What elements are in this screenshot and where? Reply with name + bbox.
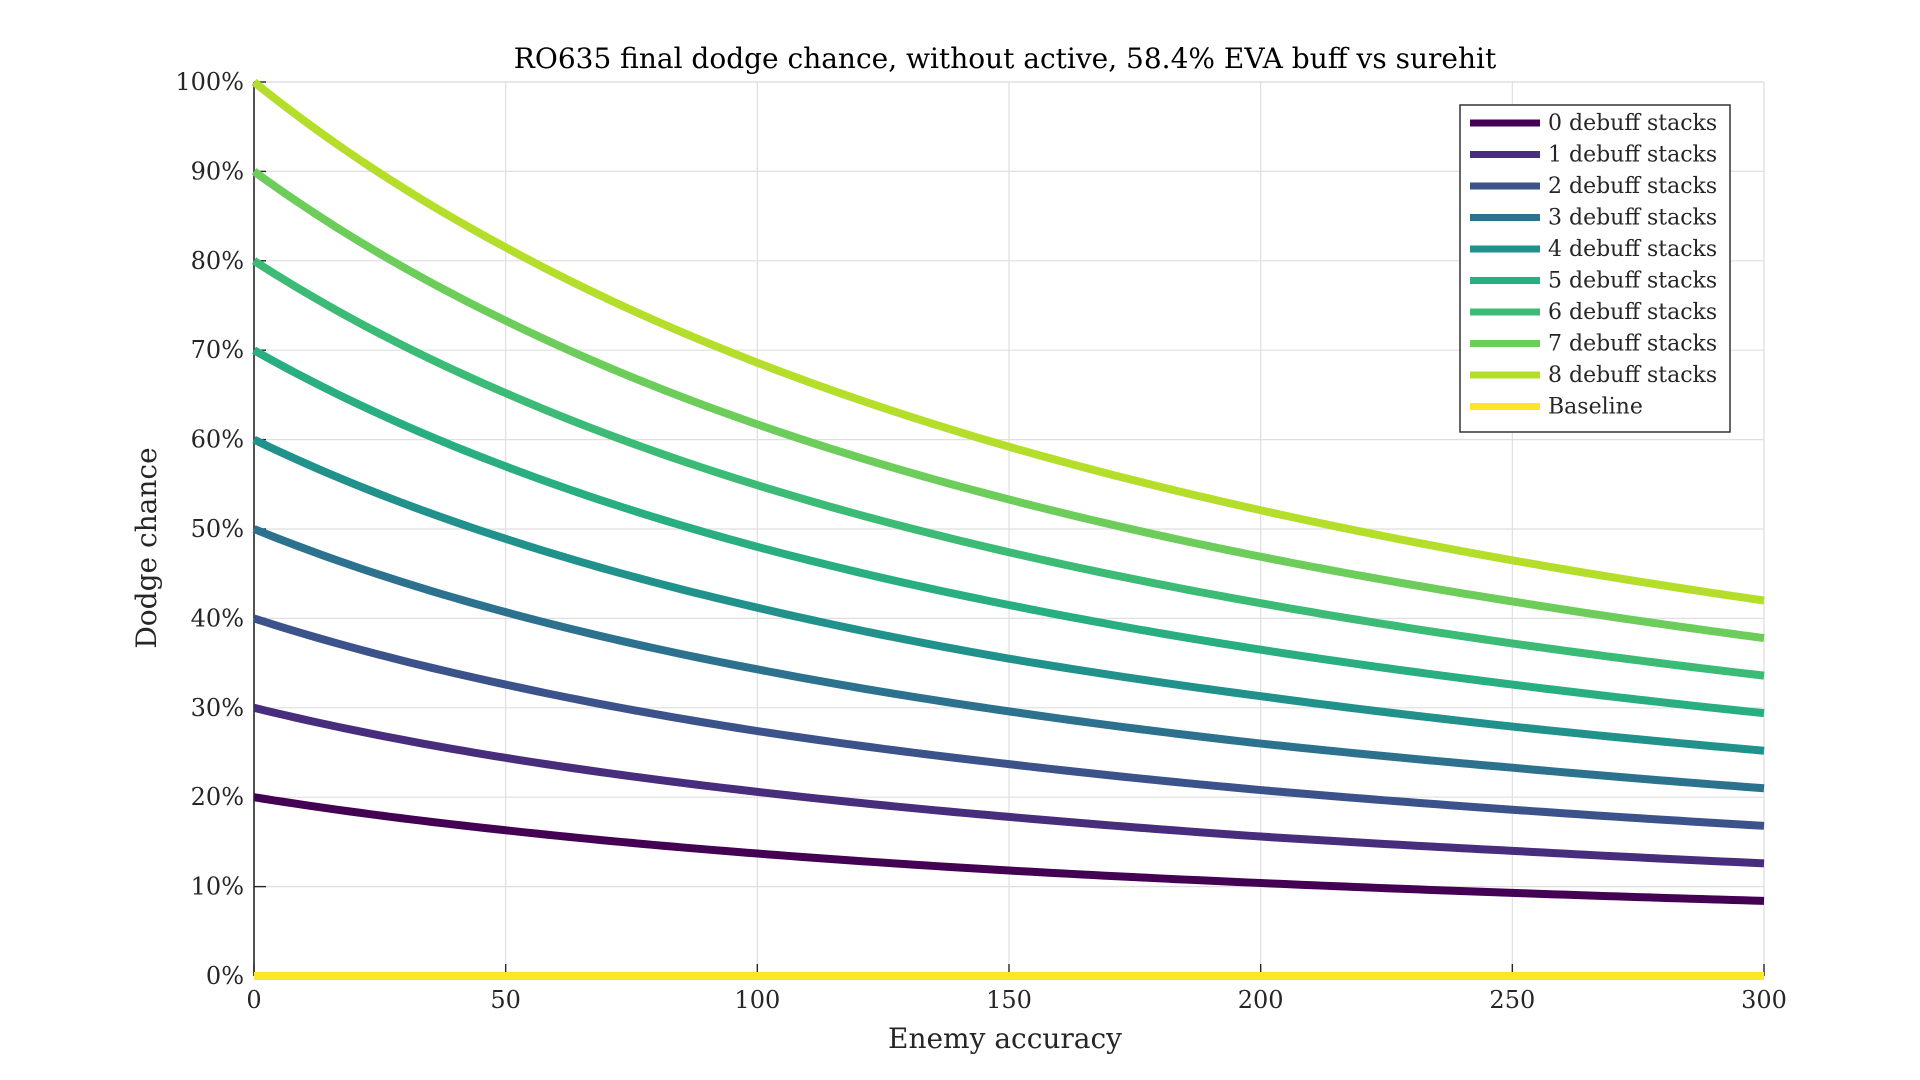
x-tick-label: 200: [1238, 986, 1284, 1014]
chart-title: RO635 final dodge chance, without active…: [514, 42, 1497, 75]
series-line: [253, 703, 1765, 868]
y-tick-label: 70%: [191, 336, 244, 364]
y-tick-label: 0%: [206, 962, 244, 990]
series-line: [251, 257, 1765, 680]
x-tick-label: 250: [1489, 986, 1535, 1014]
series-lines: [251, 78, 1765, 980]
series-line: [252, 614, 1765, 830]
legend-label: 4 debuff stacks: [1548, 237, 1717, 262]
series-line: [251, 168, 1765, 643]
legend-label: 0 debuff stacks: [1548, 111, 1717, 136]
legend-label: 7 debuff stacks: [1548, 332, 1717, 357]
x-axis-label: Enemy accuracy: [888, 1022, 1122, 1055]
x-tick-label: 50: [490, 986, 521, 1014]
legend-label: 5 debuff stacks: [1548, 269, 1717, 294]
y-tick-label: 30%: [191, 694, 244, 722]
series-line: [251, 78, 1765, 605]
y-tick-label: 100%: [175, 68, 244, 96]
legend-label: 6 debuff stacks: [1548, 300, 1717, 325]
series-line: [253, 793, 1765, 905]
y-tick-label: 40%: [191, 604, 244, 632]
x-tick-label: 150: [986, 986, 1032, 1014]
x-tick-label: 100: [734, 986, 780, 1014]
legend-label: Baseline: [1548, 395, 1643, 420]
y-axis-label: Dodge chance: [130, 447, 163, 648]
y-tick-label: 80%: [191, 247, 244, 275]
legend-label: 3 debuff stacks: [1548, 206, 1717, 231]
grid: [254, 81, 1765, 976]
series-line: [252, 346, 1765, 718]
y-tick-label: 50%: [191, 515, 244, 543]
legend-label: 2 debuff stacks: [1548, 174, 1717, 199]
series-line: [252, 525, 1765, 793]
legend: 0 debuff stacks 1 debuff stacks 2 debuff s…: [1459, 104, 1731, 433]
series-line: [252, 435, 1765, 755]
x-tick-label: 0: [246, 986, 261, 1014]
y-tick-label: 10%: [191, 873, 244, 901]
y-tick-label: 90%: [191, 157, 244, 185]
legend-label: 8 debuff stacks: [1548, 363, 1717, 388]
y-tick-label: 20%: [191, 783, 244, 811]
legend-label: 1 debuff stacks: [1548, 143, 1717, 168]
y-tick-label: 60%: [191, 426, 244, 454]
x-tick-label: 300: [1741, 986, 1787, 1014]
